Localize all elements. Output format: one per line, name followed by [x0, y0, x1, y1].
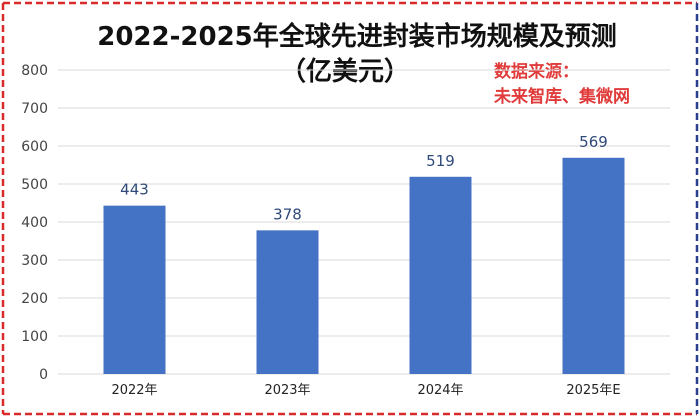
x-axis-ticks: 2022年 2023年 2024年 2025年E: [111, 383, 620, 398]
bars: [103, 157, 625, 374]
x-tick-label: 2025年E: [566, 383, 620, 398]
x-tick-label: 2023年: [264, 383, 310, 398]
y-tick-label: 300: [21, 253, 48, 269]
bar-value-label: 569: [579, 133, 608, 151]
data-labels: 443 378 519 569: [120, 133, 608, 224]
chart-title-line2: （亿美元）: [280, 56, 410, 87]
data-source-line1: 数据来源：: [494, 61, 579, 82]
bar-value-label: 378: [273, 205, 302, 223]
y-tick-label: 600: [21, 139, 48, 155]
y-tick-label: 100: [21, 329, 48, 345]
x-tick-label: 2022年: [111, 383, 157, 398]
y-tick-label: 500: [21, 177, 48, 193]
bar-value-label: 443: [120, 181, 149, 199]
y-tick-label: 0: [39, 367, 48, 383]
y-tick-label: 700: [21, 101, 48, 117]
chart-title-line1: 2022-2025年全球先进封装市场规模及预测: [97, 21, 617, 52]
data-source-line2: 未来智库、集微网: [493, 86, 630, 107]
bar: [562, 157, 625, 374]
bar-value-label: 519: [426, 152, 455, 170]
y-tick-label: 400: [21, 215, 48, 231]
x-tick-label: 2024年: [417, 383, 463, 398]
y-tick-label: 800: [21, 63, 48, 79]
y-tick-label: 200: [21, 291, 48, 307]
y-axis-ticks: 0 100 200 300 400 500 600 700 800: [21, 63, 48, 383]
bar: [103, 205, 166, 374]
bar: [256, 230, 319, 374]
bar: [409, 176, 472, 374]
